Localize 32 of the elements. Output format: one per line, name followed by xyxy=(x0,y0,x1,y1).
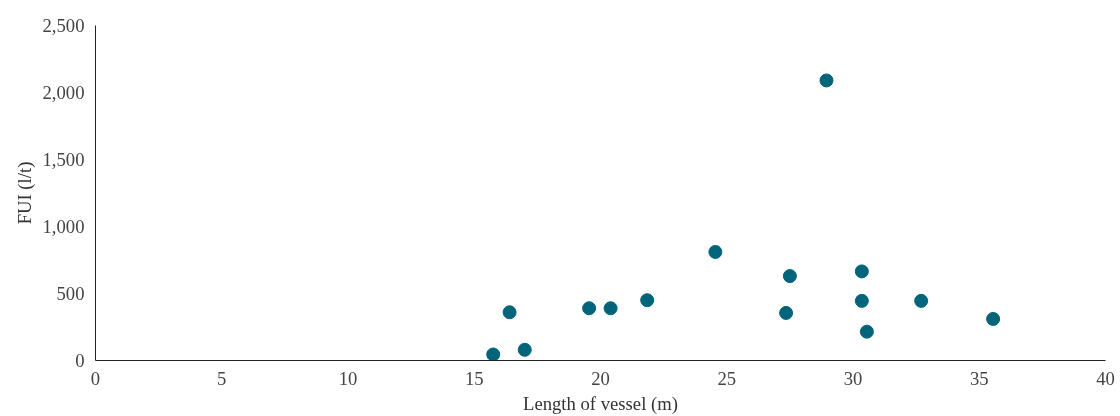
point xyxy=(603,301,618,316)
x-tick-label: 25 xyxy=(717,367,737,389)
point xyxy=(779,305,794,320)
y-axis-title: FUI (l/t) xyxy=(13,161,36,225)
point xyxy=(819,73,834,88)
point xyxy=(854,264,869,279)
point xyxy=(986,311,1001,326)
point xyxy=(486,347,501,361)
point xyxy=(708,244,723,259)
point xyxy=(859,324,874,339)
y-tick-label: 1,500 xyxy=(42,149,85,170)
y-tick-label: 0 xyxy=(75,350,85,371)
point xyxy=(854,293,869,308)
x-axis-title: Length of vessel (m) xyxy=(523,392,678,415)
point xyxy=(782,269,797,284)
x-tick-label: 20 xyxy=(591,367,610,389)
y-tick-label: 2,500 xyxy=(42,15,85,36)
x-tick-label: 40 xyxy=(1096,367,1115,389)
x-tick-label: 35 xyxy=(969,367,989,389)
x-tick-label: 0 xyxy=(90,367,101,389)
point xyxy=(640,293,655,308)
y-tick-label: 500 xyxy=(56,283,85,304)
point xyxy=(502,305,517,320)
y-tick-label: 2,000 xyxy=(42,82,85,103)
x-tick-label: 10 xyxy=(338,367,358,389)
point xyxy=(582,301,597,316)
x-tick-label: 30 xyxy=(843,367,863,389)
point xyxy=(517,342,532,357)
x-tick-label: 5 xyxy=(217,367,227,389)
point xyxy=(914,293,929,308)
y-tick-label: 1,000 xyxy=(42,216,85,237)
x-tick-label: 15 xyxy=(464,367,484,389)
